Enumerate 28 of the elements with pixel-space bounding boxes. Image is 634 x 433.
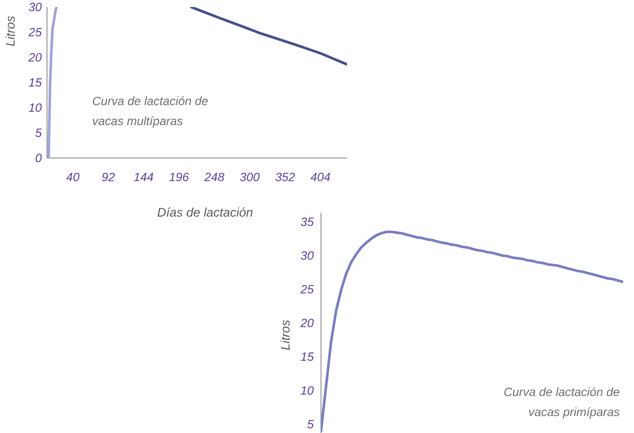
- y-tick-label: 35: [300, 218, 314, 226]
- y-tick-label: 25: [300, 285, 314, 294]
- y-tick-label: 0: [36, 154, 42, 162]
- y-axis-title: Litros: [6, 16, 15, 46]
- y-tick-label: 10: [300, 386, 314, 395]
- y-tick-label: 30: [28, 2, 42, 12]
- y-tick-label: 25: [28, 28, 42, 36]
- y-tick-label: 10: [28, 103, 42, 112]
- x-tick-label: 144: [134, 172, 154, 182]
- y-axis-title: Litros: [280, 320, 290, 350]
- x-tick-label: 352: [275, 172, 295, 182]
- y-tick-label: 20: [28, 53, 42, 62]
- x-tick-label: 248: [204, 172, 224, 182]
- y-tick-label: 5: [35, 128, 42, 138]
- annotation: Curva de lactación de vacas multíparas: [92, 96, 208, 128]
- x-tick-label: 300: [240, 172, 260, 182]
- x-tick-label: 40: [66, 172, 80, 182]
- y-tick-label: 5: [307, 420, 314, 428]
- y-tick-label: 15: [300, 352, 314, 361]
- x-axis-title: Días de lactación: [158, 207, 252, 217]
- line-series: [190, 6, 347, 66]
- x-tick-label: 196: [169, 172, 189, 182]
- x-tick-label: 92: [102, 172, 115, 182]
- annotation: Curva de lactación de vacas primíparas: [504, 387, 620, 419]
- x-tick-label: 404: [310, 172, 330, 182]
- y-tick-label: 15: [28, 78, 42, 87]
- y-tick-label: 20: [300, 318, 314, 328]
- y-tick-label: 30: [300, 251, 314, 260]
